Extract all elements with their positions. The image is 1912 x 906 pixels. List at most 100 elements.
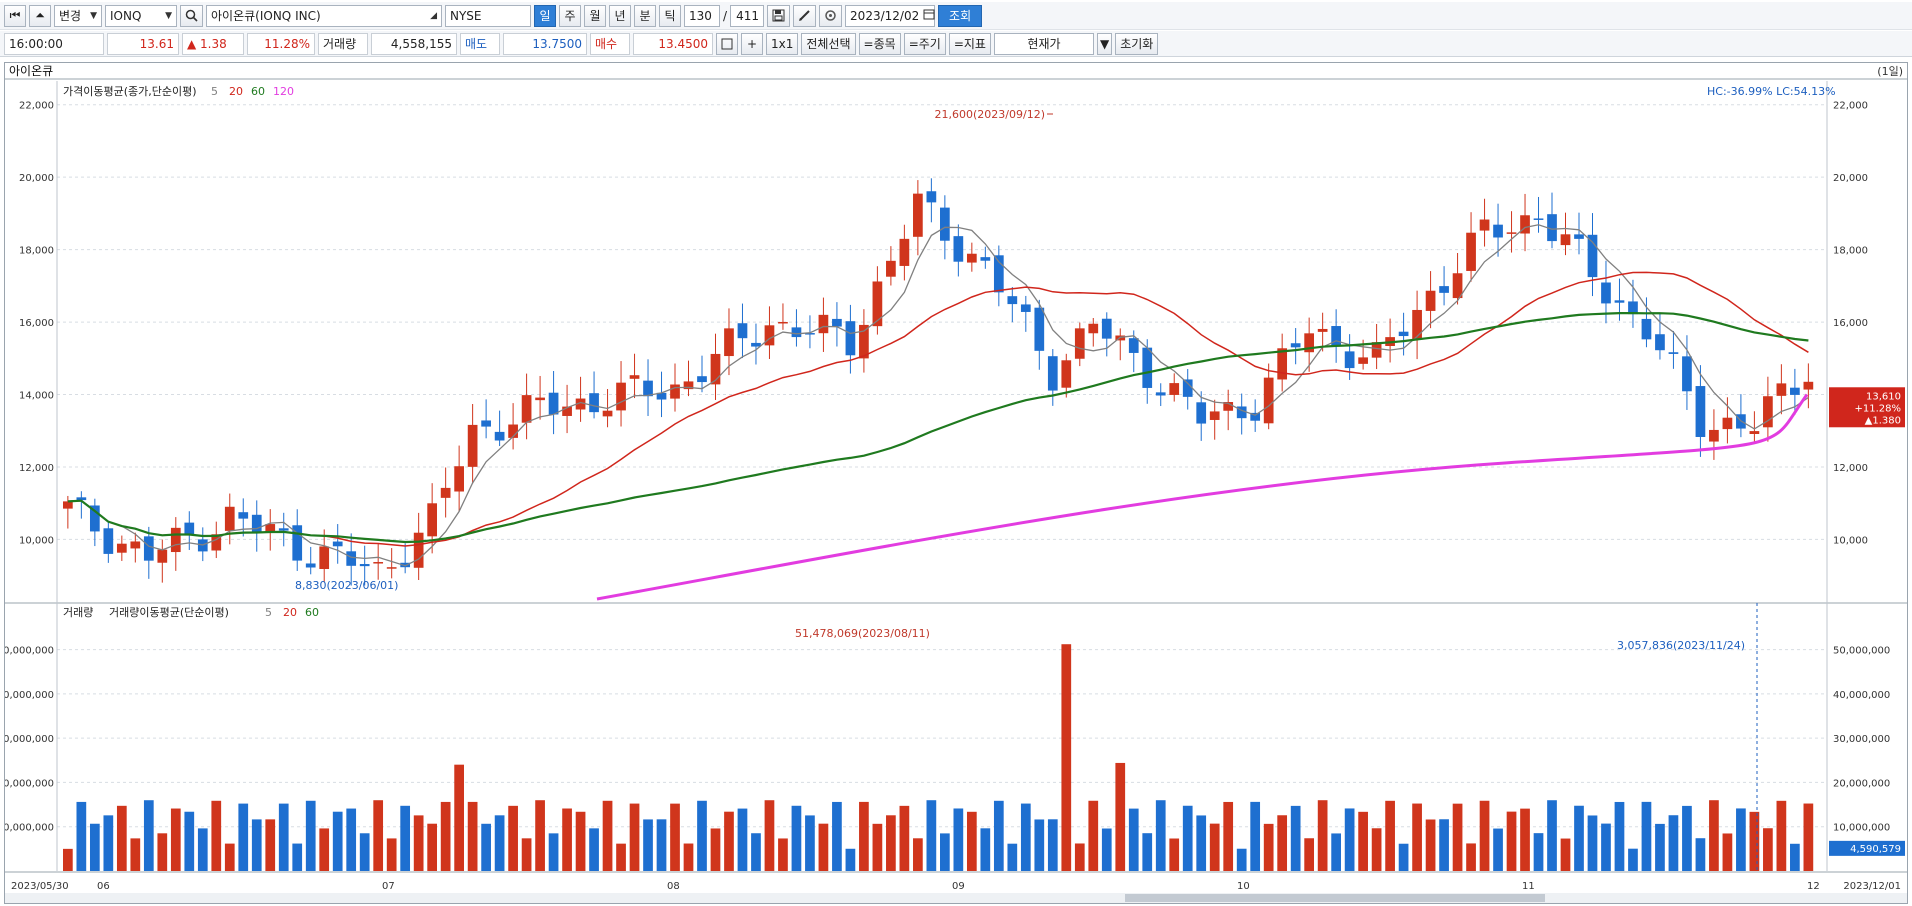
volume-axis-label: 30,000,000 bbox=[5, 734, 54, 745]
add-chart-button[interactable]: + bbox=[741, 32, 763, 55]
volume-bar bbox=[265, 819, 276, 871]
scrollbar-track[interactable] bbox=[5, 893, 1907, 903]
volume-bar bbox=[1385, 800, 1395, 871]
period-tab-3[interactable]: 년 bbox=[609, 4, 631, 27]
layout-square-icon[interactable] bbox=[716, 32, 738, 55]
volume-bar bbox=[1142, 833, 1153, 871]
volume-bar bbox=[440, 801, 451, 871]
bid-label: 매수 bbox=[590, 32, 630, 55]
volume-bar bbox=[1034, 819, 1045, 871]
volume-bar bbox=[1074, 843, 1085, 871]
candle-body bbox=[656, 392, 667, 400]
period-tab-1[interactable]: 주 bbox=[559, 4, 581, 27]
period-tab-4[interactable]: 분 bbox=[634, 4, 656, 27]
candle-body bbox=[1209, 411, 1220, 420]
volume-bar bbox=[1209, 823, 1220, 871]
item-button[interactable]: =종목 bbox=[858, 32, 901, 55]
collapse-button[interactable]: ⏶ bbox=[29, 4, 51, 27]
candle-body bbox=[670, 384, 680, 399]
count-input[interactable]: 130 bbox=[684, 4, 720, 27]
volume-bar bbox=[481, 823, 491, 871]
volume-bar bbox=[886, 815, 896, 871]
select-all-button[interactable]: 전체선택 bbox=[801, 32, 856, 55]
candle-body bbox=[292, 525, 303, 561]
chart-title: 아이온큐 bbox=[9, 64, 53, 78]
save-icon[interactable] bbox=[767, 4, 791, 27]
volume-bar bbox=[251, 819, 262, 871]
volume-bar bbox=[1452, 803, 1463, 871]
mode-select[interactable]: 변경 ▼ bbox=[54, 4, 102, 27]
candle-body bbox=[1641, 318, 1652, 340]
volume-bar bbox=[373, 800, 384, 871]
period-tab-5[interactable]: 틱 bbox=[659, 4, 681, 27]
volume-legend-period: 60 bbox=[305, 606, 319, 619]
quote-time: 16:00:00 bbox=[4, 32, 104, 55]
chart-panel[interactable]: 아이온큐 (1일) 22,000 22,000 20,000 20,000 18,000 18… bbox=[4, 62, 1908, 904]
candle-body bbox=[63, 501, 73, 509]
period-button[interactable]: =주기 bbox=[903, 32, 946, 55]
volume-label: 거래량 bbox=[318, 32, 368, 55]
volume-bar bbox=[76, 801, 87, 871]
volume-bar bbox=[1709, 800, 1719, 871]
volume-bar bbox=[1317, 800, 1328, 871]
volume-bar bbox=[778, 838, 788, 871]
price-legend-period: 5 bbox=[211, 85, 218, 98]
volume-bar bbox=[1047, 819, 1058, 871]
low-annotation: 8,830(2023/06/01) bbox=[295, 579, 398, 592]
candle-body bbox=[265, 524, 276, 532]
candle-body bbox=[157, 549, 168, 563]
search-icon[interactable] bbox=[180, 4, 203, 27]
volume-bar bbox=[845, 848, 856, 871]
volume-bar bbox=[346, 808, 357, 871]
price-legend: 가격이동평균(종가,단순이평) bbox=[63, 85, 197, 98]
stock-chart[interactable]: 아이온큐 (1일) 22,000 22,000 20,000 20,000 18,000 18… bbox=[5, 63, 1907, 903]
volume-bar bbox=[1695, 838, 1706, 871]
reset-button[interactable]: 초기화 bbox=[1115, 32, 1159, 55]
price-axis-label: 20,000 bbox=[19, 173, 54, 184]
candle-body bbox=[683, 381, 694, 390]
volume-legend: 거래량 bbox=[63, 606, 93, 619]
period-tab-0[interactable]: 일 bbox=[534, 4, 556, 27]
price-axis-label-right: 16,000 bbox=[1833, 318, 1868, 329]
scrollbar-thumb[interactable] bbox=[1125, 894, 1545, 902]
candle-body bbox=[697, 376, 707, 383]
month-label: 11 bbox=[1522, 881, 1535, 892]
candle-body bbox=[170, 527, 181, 553]
pen-icon[interactable] bbox=[793, 4, 817, 27]
ratio-button[interactable]: 1x1 bbox=[766, 32, 799, 55]
candle-body bbox=[1560, 234, 1571, 246]
first-page-button[interactable]: ⏮ bbox=[4, 4, 26, 27]
volume-bar bbox=[400, 805, 411, 871]
volume-bar bbox=[764, 800, 775, 871]
volume-bar bbox=[319, 828, 330, 871]
indicator-button[interactable]: =지표 bbox=[948, 32, 991, 55]
candle-body bbox=[278, 528, 289, 531]
price-type-value: 현재가 bbox=[1027, 37, 1061, 51]
price-axis-label-right: 10,000 bbox=[1833, 535, 1868, 546]
price-axis-label-right: 18,000 bbox=[1833, 246, 1868, 257]
volume-bar bbox=[913, 838, 923, 871]
candle-body bbox=[386, 567, 397, 569]
symbol-input[interactable]: IONQ ▼ bbox=[105, 4, 177, 27]
candle-body bbox=[859, 324, 869, 359]
volume-bar bbox=[1263, 823, 1274, 871]
date-input[interactable]: 2023/12/02 bbox=[845, 4, 936, 27]
candle-body bbox=[1493, 224, 1503, 238]
volume-bar bbox=[993, 800, 1004, 871]
settings-icon[interactable] bbox=[819, 4, 843, 27]
price-type-select[interactable]: 현재가 bbox=[993, 32, 1094, 55]
query-button[interactable]: 조회 bbox=[938, 4, 983, 27]
volume-bar bbox=[1088, 800, 1099, 871]
volume-bar bbox=[1736, 808, 1746, 871]
calendar-icon[interactable] bbox=[919, 8, 935, 23]
candle-body bbox=[103, 528, 114, 554]
quote-toolbar: 16:00:00 13.61 ▲ 1.38 11.28% 거래량 4,558,1… bbox=[0, 31, 1912, 57]
period-tab-2[interactable]: 월 bbox=[584, 4, 606, 27]
volume-bar bbox=[332, 811, 343, 871]
price-type-dropdown-icon[interactable]: ▼ bbox=[1096, 32, 1113, 55]
candle-body bbox=[1655, 334, 1665, 351]
price-axis-label: 22,000 bbox=[19, 101, 54, 112]
volume-bar bbox=[1493, 828, 1503, 871]
volume-bar bbox=[1115, 762, 1126, 871]
candle-body bbox=[913, 193, 923, 237]
